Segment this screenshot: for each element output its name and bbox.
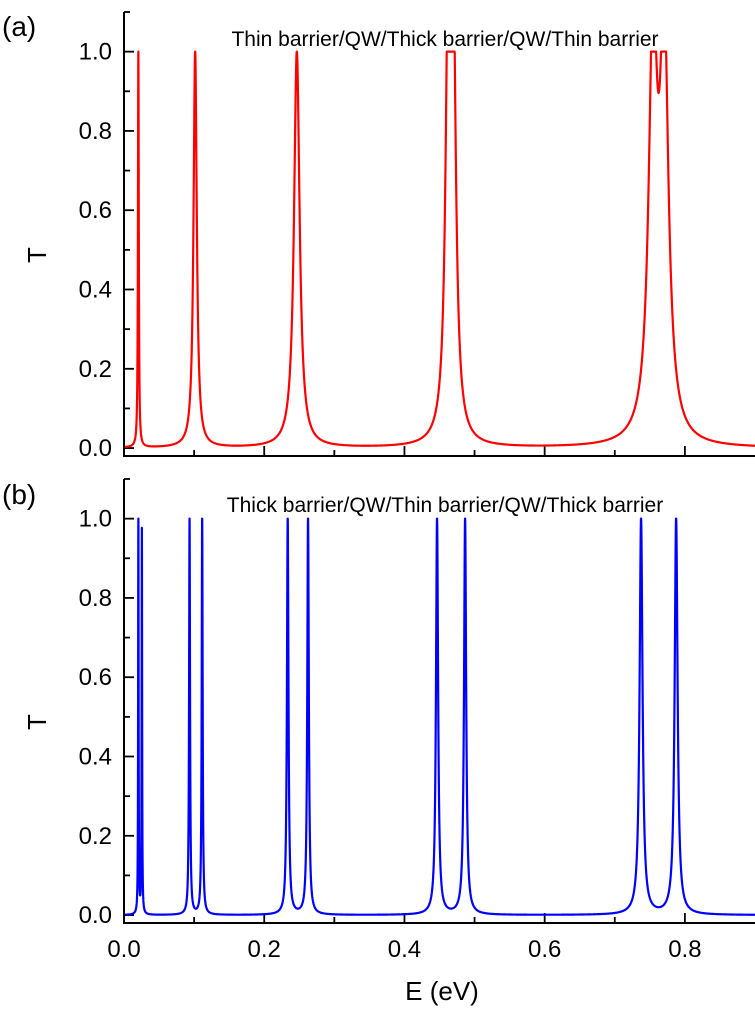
panel-b-xtick-label: 0.4 xyxy=(388,936,421,963)
panel-b-label: (b) xyxy=(2,479,36,510)
panel-a-title: Thin barrier/QW/Thick barrier/QW/Thin ba… xyxy=(231,28,658,51)
panel-b-title: Thick barrier/QW/Thin barrier/QW/Thick b… xyxy=(227,494,663,517)
panel-a-ytick-label: 0.8 xyxy=(79,118,112,145)
panel-b-ytick-label: 0.6 xyxy=(79,664,112,691)
panel-a-ytick-label: 0.0 xyxy=(79,435,112,462)
panel-a-axes xyxy=(123,12,755,457)
panel-a-ytick-label: 1.0 xyxy=(79,39,112,66)
panel-a-ytick-label: 0.2 xyxy=(79,356,112,383)
panel-b-ytick-label: 0.4 xyxy=(79,744,112,771)
panel-a-series-line xyxy=(123,50,755,449)
panel-a-ytick-label: 0.4 xyxy=(79,277,112,304)
panel-b-xtick-label: 0.6 xyxy=(528,936,561,963)
panel-b-xlabel: E (eV) xyxy=(405,976,479,1006)
panel-b: (b) Thick barrier/QW/Thin barrier/QW/Thi… xyxy=(2,478,755,1006)
panel-b-ytick-labels: 0.0 0.2 0.4 0.6 0.8 1.0 xyxy=(79,506,112,929)
panel-b-ylabel: T xyxy=(22,714,52,730)
panel-b-axes xyxy=(123,479,755,924)
panel-a-ticks xyxy=(123,11,686,456)
panel-b-ytick-label: 0.0 xyxy=(79,902,112,929)
panel-b-xtick-label: 0.0 xyxy=(107,936,140,963)
panel-b-xtick-labels: 0.0 0.2 0.4 0.6 0.8 xyxy=(107,936,701,963)
panel-b-ytick-label: 1.0 xyxy=(79,506,112,533)
panel-b-xtick-label: 0.8 xyxy=(668,936,701,963)
panel-a: (a) Thin barrier/QW/Thick barrier/QW/Thi… xyxy=(2,11,755,462)
panel-a-ytick-label: 0.6 xyxy=(79,197,112,224)
panel-b-ytick-label: 0.8 xyxy=(79,585,112,612)
panel-b-ticks xyxy=(123,478,686,923)
panel-a-ytick-labels: 0.0 0.2 0.4 0.6 0.8 1.0 xyxy=(79,39,112,462)
panel-b-ytick-label: 0.2 xyxy=(79,823,112,850)
panel-a-ylabel: T xyxy=(22,247,52,263)
panel-b-series-line xyxy=(123,517,755,916)
panel-a-label: (a) xyxy=(2,11,36,42)
panel-b-xtick-label: 0.2 xyxy=(248,936,281,963)
